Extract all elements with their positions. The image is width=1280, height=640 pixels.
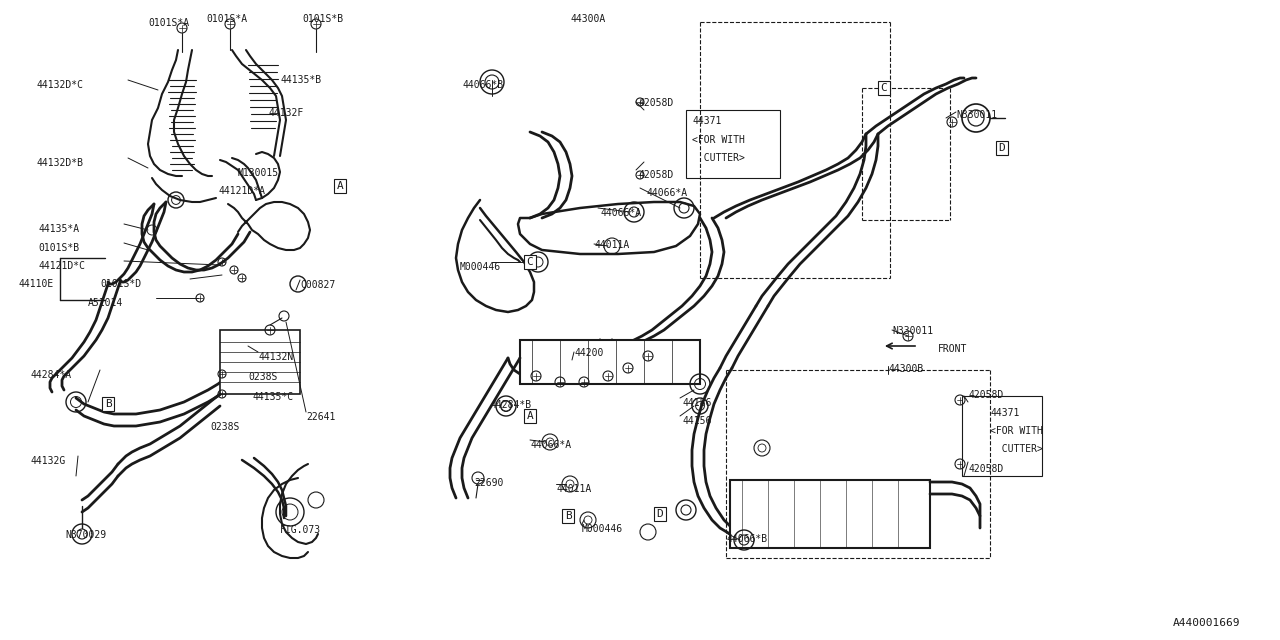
Text: 44121D*C: 44121D*C bbox=[38, 261, 84, 271]
Text: B: B bbox=[105, 399, 111, 409]
Text: 42058D: 42058D bbox=[968, 390, 1004, 400]
Text: 44371: 44371 bbox=[989, 408, 1019, 418]
Text: 44066*A: 44066*A bbox=[646, 188, 687, 198]
Text: 42058D: 42058D bbox=[637, 170, 673, 180]
Text: 44135*B: 44135*B bbox=[280, 75, 321, 85]
Text: 44371: 44371 bbox=[692, 116, 722, 126]
Text: N330011: N330011 bbox=[892, 326, 933, 336]
Text: 44132G: 44132G bbox=[29, 456, 65, 466]
Text: <FOR WITH: <FOR WITH bbox=[989, 426, 1043, 436]
Text: 44121D*A: 44121D*A bbox=[218, 186, 265, 196]
Text: 44132N: 44132N bbox=[259, 352, 293, 362]
Text: 44110E: 44110E bbox=[18, 279, 54, 289]
Bar bbox=[686, 110, 780, 178]
Text: 44132D*C: 44132D*C bbox=[36, 80, 83, 90]
Text: 0101S*D: 0101S*D bbox=[100, 279, 141, 289]
Text: C: C bbox=[881, 83, 887, 93]
Text: N370029: N370029 bbox=[65, 530, 106, 540]
Text: A: A bbox=[526, 411, 534, 421]
Text: A51014: A51014 bbox=[88, 298, 123, 308]
Text: 44011A: 44011A bbox=[594, 240, 630, 250]
Bar bbox=[730, 480, 931, 548]
Text: A440001669: A440001669 bbox=[1172, 618, 1240, 628]
Bar bbox=[220, 330, 300, 394]
Text: 44132F: 44132F bbox=[268, 108, 303, 118]
Text: A: A bbox=[337, 181, 343, 191]
Text: FIG.073: FIG.073 bbox=[280, 525, 321, 535]
Text: 0101S*A: 0101S*A bbox=[148, 18, 189, 28]
Text: 44066*A: 44066*A bbox=[530, 440, 571, 450]
Text: 44200: 44200 bbox=[573, 348, 603, 358]
Text: N330011: N330011 bbox=[956, 110, 997, 120]
Text: 0101S*A: 0101S*A bbox=[206, 14, 247, 24]
Text: 22690: 22690 bbox=[474, 478, 503, 488]
Text: D: D bbox=[657, 509, 663, 519]
Text: 44284*A: 44284*A bbox=[29, 370, 72, 380]
Bar bbox=[963, 396, 1042, 476]
Text: 44066*A: 44066*A bbox=[600, 208, 641, 218]
Bar bbox=[520, 340, 700, 384]
Text: 0101S*B: 0101S*B bbox=[302, 14, 343, 24]
Text: FRONT: FRONT bbox=[938, 344, 968, 354]
Text: 22641: 22641 bbox=[306, 412, 335, 422]
Text: 0238S: 0238S bbox=[248, 372, 278, 382]
Text: 42058D: 42058D bbox=[637, 98, 673, 108]
Text: 44186: 44186 bbox=[682, 398, 712, 408]
Text: M000446: M000446 bbox=[460, 262, 502, 272]
Text: 44066*B: 44066*B bbox=[726, 534, 767, 544]
Text: 44011A: 44011A bbox=[556, 484, 591, 494]
Text: M000446: M000446 bbox=[582, 524, 623, 534]
Text: C: C bbox=[526, 257, 534, 267]
Text: CUTTER>: CUTTER> bbox=[692, 153, 745, 163]
Text: 44135*A: 44135*A bbox=[38, 224, 79, 234]
Text: 44156: 44156 bbox=[682, 416, 712, 426]
Text: 44284*B: 44284*B bbox=[490, 400, 531, 410]
Text: C00827: C00827 bbox=[300, 280, 335, 290]
Text: 42058D: 42058D bbox=[968, 464, 1004, 474]
Text: 44300B: 44300B bbox=[888, 364, 923, 374]
Text: CUTTER>: CUTTER> bbox=[989, 444, 1043, 454]
Text: B: B bbox=[564, 511, 571, 521]
Text: 0238S: 0238S bbox=[210, 422, 239, 432]
Text: 44132D*B: 44132D*B bbox=[36, 158, 83, 168]
Text: D: D bbox=[998, 143, 1005, 153]
Text: 44066*B: 44066*B bbox=[462, 80, 503, 90]
Text: 44135*C: 44135*C bbox=[252, 392, 293, 402]
Text: <FOR WITH: <FOR WITH bbox=[692, 135, 745, 145]
Text: 0101S*B: 0101S*B bbox=[38, 243, 79, 253]
Text: 44300A: 44300A bbox=[570, 14, 605, 24]
Text: M130015: M130015 bbox=[238, 168, 279, 178]
